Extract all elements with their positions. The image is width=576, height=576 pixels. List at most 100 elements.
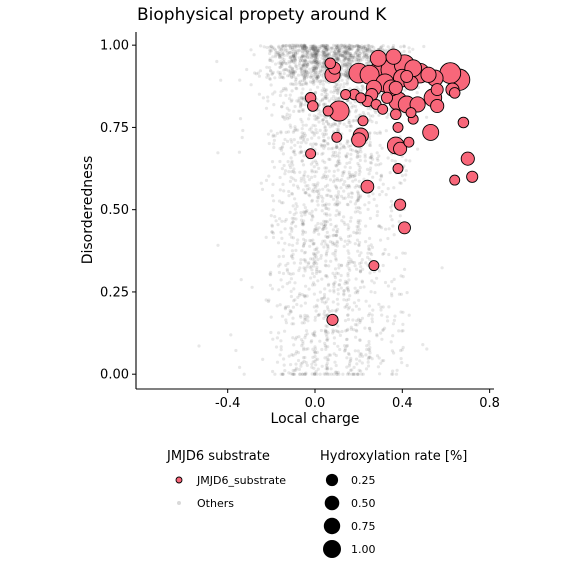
others-point	[350, 60, 354, 64]
others-point	[401, 251, 405, 255]
others-point	[331, 252, 335, 256]
others-point	[302, 177, 306, 181]
others-point	[279, 148, 284, 152]
others-point	[361, 267, 365, 271]
others-point	[303, 44, 307, 49]
others-point	[367, 44, 371, 48]
others-point	[334, 52, 338, 56]
others-point	[304, 260, 308, 264]
others-point	[345, 48, 349, 52]
others-point	[317, 270, 321, 274]
others-point	[290, 66, 294, 70]
others-point	[321, 62, 326, 66]
others-point	[326, 122, 330, 126]
others-point	[358, 270, 362, 274]
others-point	[311, 242, 315, 246]
others-point	[350, 368, 354, 372]
others-point	[314, 90, 318, 94]
substrate-point	[448, 87, 461, 99]
others-point	[337, 158, 341, 162]
others-point	[297, 100, 301, 104]
others-point	[269, 214, 273, 218]
others-point	[300, 43, 304, 48]
others-point	[290, 59, 294, 63]
others-point	[369, 45, 373, 49]
others-point	[359, 46, 363, 50]
others-point	[270, 224, 274, 228]
others-point	[312, 70, 316, 74]
others-point	[347, 57, 351, 61]
others-point	[291, 59, 295, 63]
others-point	[301, 58, 305, 62]
others-point	[280, 61, 284, 65]
others-point	[272, 145, 276, 150]
others-point	[342, 58, 347, 62]
others-point	[343, 282, 347, 286]
others-point	[277, 199, 282, 203]
others-point	[289, 363, 293, 367]
others-point	[352, 230, 356, 234]
others-point	[392, 186, 396, 190]
others-point	[331, 150, 335, 154]
others-point	[377, 154, 381, 158]
others-point	[277, 61, 281, 65]
others-point	[291, 336, 295, 340]
others-point	[335, 297, 339, 301]
others-point	[324, 347, 328, 351]
others-point	[315, 269, 319, 273]
others-point	[327, 353, 331, 357]
others-point	[302, 135, 306, 139]
others-point	[326, 244, 330, 249]
others-point	[323, 356, 327, 360]
others-point	[381, 263, 385, 268]
others-point	[317, 73, 321, 77]
others-point	[343, 346, 347, 351]
others-point	[287, 51, 291, 55]
others-point	[337, 57, 341, 61]
others-point	[304, 48, 308, 53]
others-point	[328, 157, 332, 162]
others-point	[303, 355, 307, 360]
others-point	[252, 53, 256, 57]
substrate-point	[357, 115, 369, 127]
others-point	[316, 258, 320, 262]
others-point	[344, 154, 348, 158]
others-point	[293, 337, 298, 341]
others-point	[302, 60, 306, 64]
others-point	[324, 53, 328, 57]
others-point	[273, 76, 277, 80]
others-point	[324, 43, 328, 48]
others-point	[316, 60, 320, 65]
others-point	[296, 238, 300, 242]
others-point	[338, 278, 342, 282]
others-point	[300, 97, 304, 101]
others-point	[279, 339, 283, 343]
others-point	[334, 370, 338, 374]
others-point	[334, 143, 339, 147]
others-point	[355, 53, 360, 57]
others-point	[352, 118, 356, 122]
substrate-point	[307, 100, 319, 112]
others-point	[305, 47, 310, 51]
others-point	[326, 141, 330, 146]
others-point	[291, 256, 295, 260]
others-point	[358, 54, 362, 58]
others-point	[322, 219, 326, 223]
others-point	[314, 53, 318, 58]
others-point	[352, 372, 356, 376]
others-point	[291, 236, 295, 240]
others-point	[346, 58, 350, 62]
others-point	[380, 45, 384, 49]
others-point	[292, 82, 296, 87]
legend-rate-key	[323, 517, 341, 535]
others-point	[349, 325, 353, 329]
others-point	[311, 332, 315, 336]
others-point	[326, 358, 331, 362]
others-point	[353, 210, 357, 214]
others-point	[313, 52, 317, 57]
others-point	[392, 351, 396, 355]
others-point	[321, 75, 325, 79]
legend-substrate-key	[175, 476, 183, 484]
others-point	[309, 46, 313, 51]
others-point	[402, 49, 406, 54]
